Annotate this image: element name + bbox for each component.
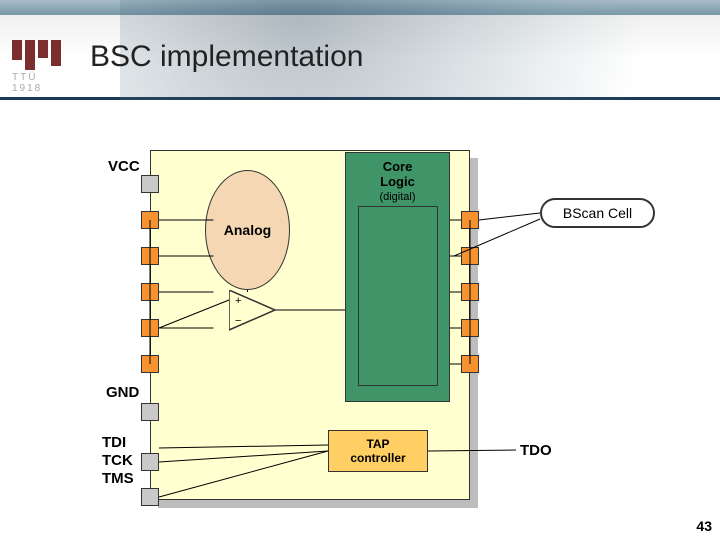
core-inner (358, 206, 438, 386)
pad-noncell (141, 175, 159, 193)
pad-noncell (141, 488, 159, 506)
analog-block: Analog (205, 170, 290, 290)
header-band: TTÜ 1918 BSC implementation (0, 0, 720, 100)
pad-bscan-cell (461, 247, 479, 265)
pad-noncell (141, 403, 159, 421)
logo-bar-3 (38, 40, 48, 58)
pin-vcc-label: VCC (108, 158, 140, 175)
logo-bar-4 (51, 40, 61, 66)
pad-bscan-cell (461, 355, 479, 373)
pin-gnd-label: GND (106, 384, 139, 401)
page-number: 43 (696, 518, 712, 534)
pin-tdi-label: TDI (102, 434, 126, 451)
bscan-label: BScan Cell (563, 205, 632, 221)
diagram: Core Logic (digital) Analog + − TAP cont… (120, 130, 480, 500)
core-label-2: Logic (380, 174, 415, 189)
core-label-1: Core (383, 159, 413, 174)
pin-tck-label: TCK (102, 452, 133, 469)
tap-label-2: controller (350, 451, 405, 465)
tap-controller-block: TAP controller (328, 430, 428, 472)
pin-tdo-label: TDO (520, 442, 552, 459)
logo-bar-1 (12, 40, 22, 60)
bscan-cell-callout: BScan Cell (540, 198, 655, 228)
pad-bscan-cell (141, 355, 159, 373)
slide: TTÜ 1918 BSC implementation Core Logic (… (0, 0, 720, 540)
pad-bscan-cell (141, 283, 159, 301)
pad-bscan-cell (461, 283, 479, 301)
pad-noncell (141, 453, 159, 471)
pad-bscan-cell (141, 319, 159, 337)
comparator-plus: + (235, 295, 241, 307)
tap-label-1: TAP (366, 437, 389, 451)
slide-title: BSC implementation (90, 40, 363, 74)
comparator-minus: − (235, 315, 241, 327)
pad-bscan-cell (461, 211, 479, 229)
pad-bscan-cell (141, 247, 159, 265)
comparator-icon: + − (229, 290, 289, 338)
logo-bars (12, 40, 68, 70)
core-sub-label: (digital) (379, 191, 415, 203)
logo-text: TTÜ 1918 (12, 72, 68, 94)
pad-bscan-cell (461, 319, 479, 337)
logo-bar-2 (25, 40, 35, 70)
analog-label: Analog (224, 222, 271, 238)
logo: TTÜ 1918 (12, 40, 68, 90)
pad-bscan-cell (141, 211, 159, 229)
pin-tms-label: TMS (102, 470, 134, 487)
